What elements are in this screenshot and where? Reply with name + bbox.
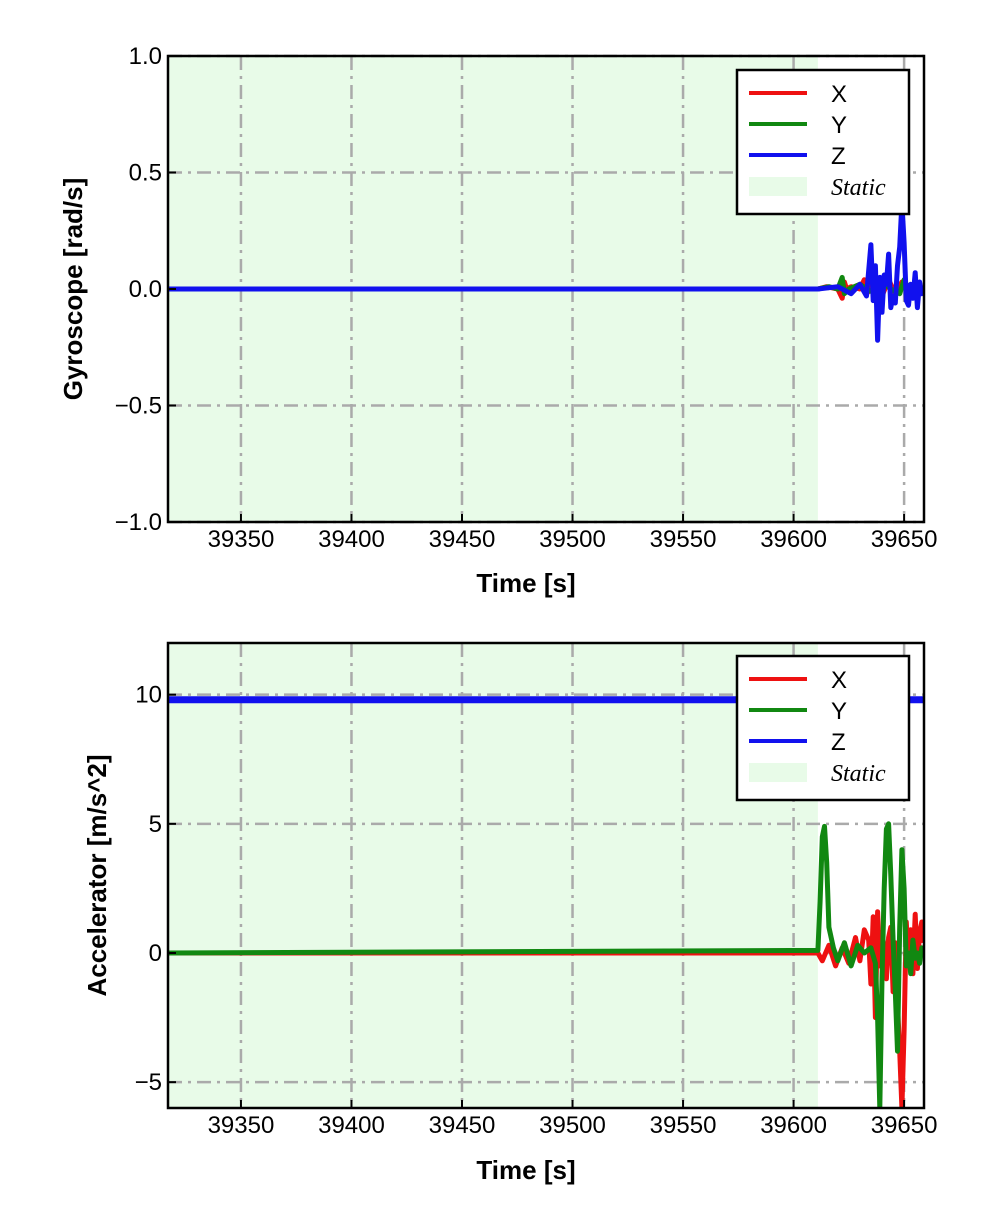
gyroscope-chart: 39350 39400 39450 39500 39550 39600 39650 −1.0 −… — [58, 43, 937, 598]
x-tick-label: 39450 — [429, 526, 496, 553]
x-tick-label: 39500 — [539, 526, 606, 553]
x-tick-label: 39500 — [539, 1112, 606, 1139]
series-line-y — [168, 821, 924, 1108]
x-tick-label: 39600 — [760, 526, 827, 553]
legend-label-y: Y — [831, 112, 847, 139]
y-tick-label: 0 — [149, 940, 162, 967]
x-tick-label: 39600 — [760, 1112, 827, 1139]
static-region — [168, 643, 818, 1108]
series-group — [168, 200, 924, 343]
plot-frame — [166, 641, 926, 1110]
y-tick-label: 0.0 — [129, 276, 162, 303]
y-tick-label: −5 — [135, 1069, 162, 1096]
legend-label-static: Static — [831, 175, 886, 201]
legend-label-z: Z — [831, 143, 846, 170]
accelerator-chart: 39350 39400 39450 39500 39550 39600 39650 −5 0 5 1… — [82, 641, 938, 1185]
legend: XYZ Static — [735, 654, 911, 802]
y-tick-label: 1.0 — [129, 43, 162, 70]
legend-swatch-static — [749, 177, 807, 196]
legend-label-static: Static — [831, 761, 886, 787]
x-tick-label: 39350 — [208, 526, 275, 553]
legend-label-z: Z — [831, 729, 846, 756]
x-tick-label: 39400 — [318, 1112, 385, 1139]
legend-label-x: X — [831, 81, 847, 108]
y-axis-label: Accelerator [m/s^2] — [82, 754, 112, 996]
y-tick-label: 0.5 — [129, 160, 162, 187]
x-axis-label: Time [s] — [476, 568, 575, 598]
x-tick-label: 39450 — [429, 1112, 496, 1139]
series-line-z — [168, 200, 924, 343]
legend: XYZ Static — [735, 68, 911, 216]
x-tick-label: 39650 — [871, 526, 938, 553]
x-axis-label: Time [s] — [476, 1155, 575, 1185]
y-tick-label: 5 — [149, 811, 162, 838]
legend-label-y: Y — [831, 698, 847, 725]
x-tick-label: 39550 — [650, 1112, 717, 1139]
x-tick-label: 39400 — [318, 526, 385, 553]
x-tick-label: 39350 — [208, 1112, 275, 1139]
legend-label-x: X — [831, 667, 847, 694]
legend-swatch-static — [749, 763, 807, 782]
y-axis-label: Gyroscope [rad/s] — [58, 178, 88, 401]
x-tick-label: 39550 — [650, 526, 717, 553]
y-tick-label: 10 — [135, 682, 162, 709]
x-tick-label: 39650 — [871, 1112, 938, 1139]
y-tick-label: −0.5 — [115, 393, 162, 420]
y-tick-label: −1.0 — [115, 509, 162, 536]
